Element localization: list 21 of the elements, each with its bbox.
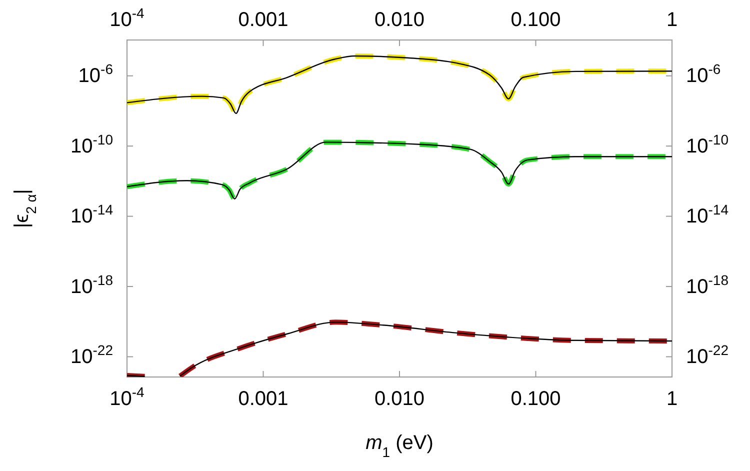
text: 10$^{-18}$ [686,272,728,298]
x-tick-label: 0.100 [510,388,561,410]
y-tick-label: 10$^{-6}$ [78,61,114,88]
y-tick-label: 10$^{-18}$ [70,272,114,298]
x-tick-label: 1 [666,388,678,410]
text: 10$^{-10}$ [686,131,728,158]
x-tick-label: 0.010 [374,388,425,410]
text: 0.001 [238,9,288,31]
text: 10$^{-14}$ [686,202,728,228]
text: 10$^{-6}$ [686,61,721,88]
x-tick-label: 10$^{-4}$ [110,384,145,410]
text: 10$^{-4}$ [110,5,144,31]
text: 1 [666,9,678,31]
text: 0.010 [374,9,425,31]
x-axis-title: m$_{1}$ (eV) [366,432,434,460]
text: 10$^{-22}$ [686,342,728,368]
y-tick-label: 10$^{-22}$ [70,342,114,368]
y-tick-label: 10$^{-10}$ [70,131,114,158]
y-tick-label: 10$^{-14}$ [70,202,114,228]
text: 0.100 [510,9,561,31]
x-tick-label: 0.001 [238,388,288,410]
